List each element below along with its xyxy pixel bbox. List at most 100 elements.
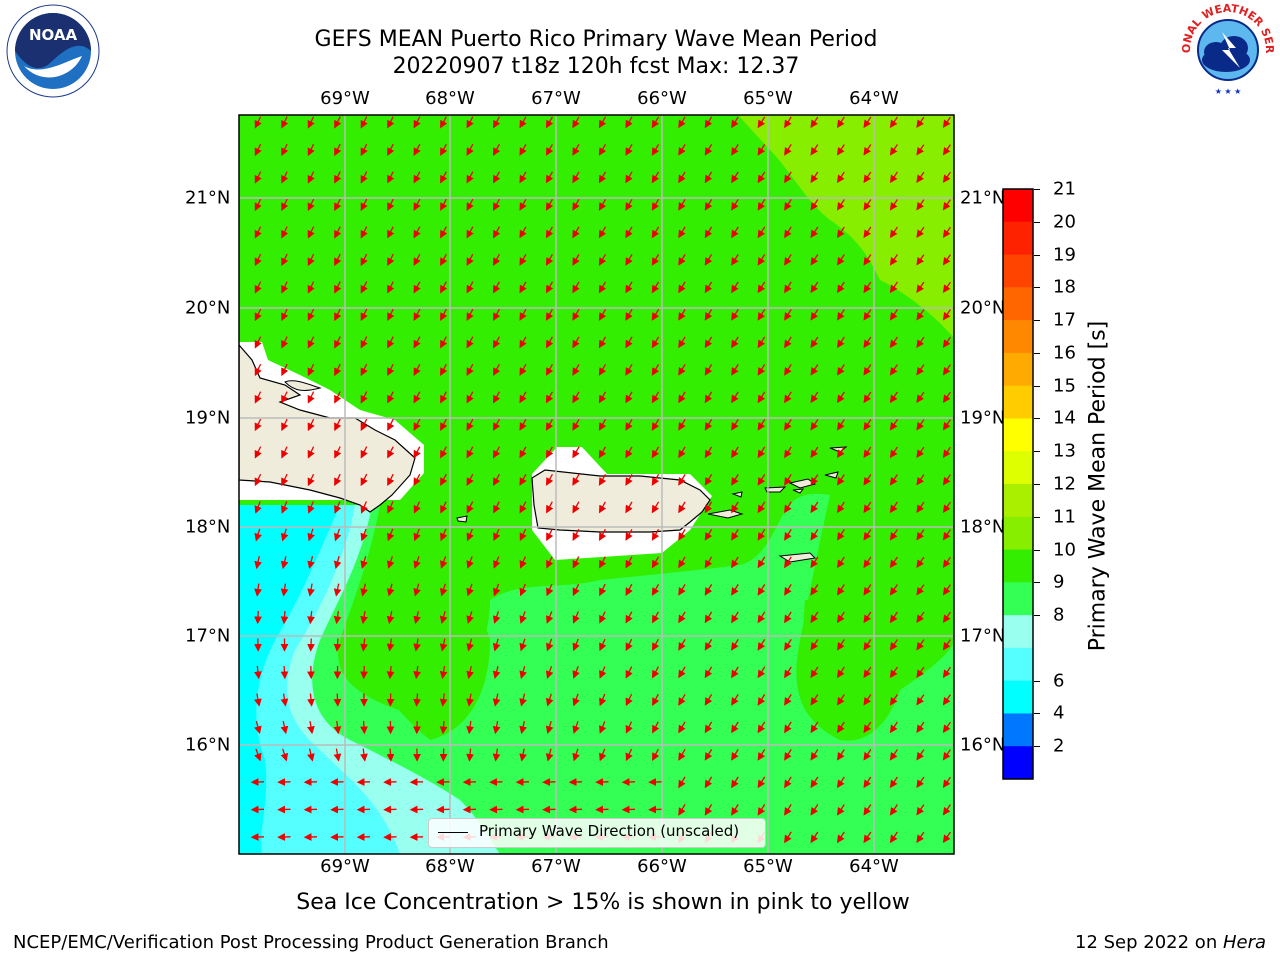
wave-arrow [254, 336, 262, 349]
wave-arrow [334, 336, 342, 349]
wave-arrow [387, 363, 395, 376]
wave-arrow [254, 583, 262, 597]
wave-arrow [784, 556, 792, 569]
wave-arrow [625, 693, 633, 707]
lon-label-top-68w: 68°W [425, 88, 475, 109]
lat-label-right-16n: 16°N [960, 734, 1006, 756]
wave-arrow [836, 721, 845, 734]
lat-label-right-17n: 17°N [960, 625, 1006, 647]
wave-arrow [731, 281, 739, 294]
wave-arrow [387, 116, 395, 129]
wave-arrow [863, 804, 872, 816]
wave-arrow [307, 638, 315, 652]
wave-arrow [625, 226, 633, 239]
wave-arrow [360, 473, 368, 487]
wave-arrow [731, 144, 739, 156]
wave-arrow [519, 501, 527, 514]
wave-arrow [360, 638, 368, 652]
wave-arrow [307, 281, 315, 294]
wave-arrow [307, 446, 315, 459]
colorbar-tick [1034, 287, 1040, 289]
wave-arrow [333, 638, 342, 652]
wave-arrow [889, 116, 898, 129]
wave-arrow [651, 253, 660, 266]
wave-arrow [625, 363, 633, 376]
wave-arrow [731, 584, 739, 596]
wave-arrow [439, 638, 448, 652]
wave-arrow [810, 666, 819, 679]
wave-arrow [651, 391, 660, 404]
wave-arrow [254, 693, 262, 707]
footer-date-text: 12 Sep 2022 on [1075, 932, 1223, 953]
colorbar-tick-label: 16 [1053, 342, 1076, 364]
wave-arrow [572, 666, 580, 679]
wave-arrow [704, 144, 713, 156]
colorbar-segment [1003, 221, 1033, 256]
wave-arrow [387, 473, 395, 486]
wave-arrow [784, 611, 792, 624]
colorbar-segment [1003, 615, 1033, 649]
wave-arrow [889, 529, 898, 541]
wave-arrow [360, 143, 368, 157]
wave-arrow [307, 693, 315, 707]
wave-arrow [572, 116, 580, 129]
wave-arrow [651, 473, 660, 486]
wave-arrow [889, 831, 898, 844]
wave-arrow [440, 363, 448, 376]
wave-arrow [678, 501, 686, 514]
wave-arrow [307, 308, 315, 322]
wave-arrow [440, 446, 448, 459]
wave-arrow [731, 116, 739, 129]
wave-arrow [440, 556, 448, 569]
wave-arrow [731, 419, 739, 431]
colorbar-tick-label: 19 [1053, 244, 1076, 266]
wave-arrow [942, 804, 951, 816]
wave-arrow [572, 143, 580, 156]
wave-arrow [757, 309, 766, 321]
wave-arrow [810, 226, 819, 239]
wave-arrow [307, 720, 315, 735]
wave-arrow [810, 309, 819, 321]
wave-arrow [678, 391, 686, 404]
wave-arrow [704, 226, 713, 239]
wave-arrow [704, 611, 713, 624]
wave-arrow [704, 309, 713, 321]
wave-arrow [836, 831, 845, 844]
wave-arrow [731, 556, 739, 569]
wave-arrow [889, 584, 898, 596]
wave-arrow [492, 693, 501, 707]
wave-arrow [466, 391, 474, 404]
svg-text:★ ★ ★: ★ ★ ★ [1215, 87, 1242, 96]
wave-arrow [678, 144, 686, 156]
wave-arrow [704, 666, 713, 679]
wave-arrow [836, 501, 845, 514]
wave-arrow [280, 665, 289, 680]
wave-arrow [307, 253, 315, 267]
wave-arrow [863, 639, 872, 651]
wave-arrow [651, 116, 660, 129]
colorbar-tick-label: 20 [1053, 211, 1076, 233]
wave-arrow [307, 501, 315, 514]
wave-arrow [413, 611, 421, 625]
wave-arrow [757, 199, 766, 211]
wave-arrow [916, 281, 925, 293]
wave-arrow [651, 666, 660, 679]
wave-arrow [678, 693, 686, 706]
colorbar-tick-label: 8 [1053, 604, 1065, 626]
wave-arrow [731, 529, 739, 541]
wave-arrow [307, 583, 315, 597]
wave-arrow [360, 748, 368, 762]
colorbar-title: Primary Wave Mean Period [s] [1085, 320, 1111, 652]
wave-arrow [757, 254, 766, 266]
wave-arrow [281, 363, 289, 377]
wave-arrow [545, 171, 554, 184]
colorbar-segment [1003, 713, 1033, 747]
wave-arrow [492, 171, 501, 184]
wave-arrow [704, 749, 713, 761]
wave-arrow [360, 308, 368, 322]
wave-arrow [704, 446, 713, 459]
wave-arrow [334, 116, 342, 129]
wave-arrow [810, 749, 819, 761]
wave-arrow [678, 254, 686, 266]
wave-arrow [492, 611, 501, 624]
